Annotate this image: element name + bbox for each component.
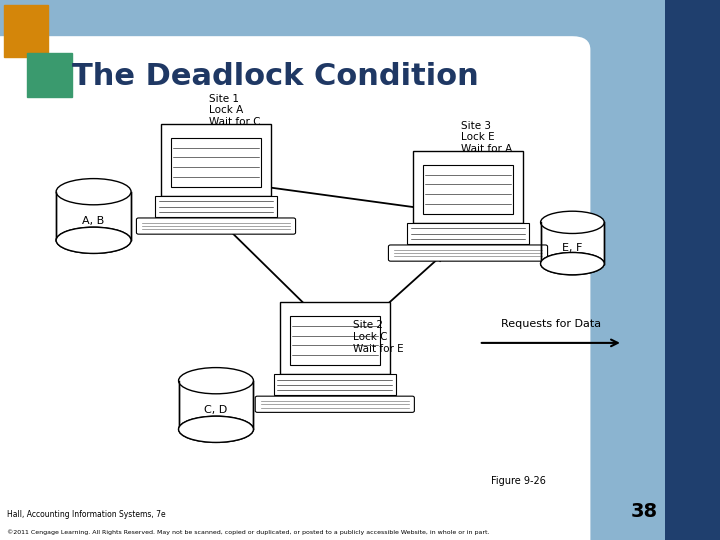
Bar bbox=[279, 302, 390, 374]
Bar bbox=[562, 51, 665, 540]
Ellipse shape bbox=[541, 253, 604, 275]
Bar bbox=[413, 151, 523, 223]
Ellipse shape bbox=[179, 368, 253, 394]
FancyBboxPatch shape bbox=[255, 396, 415, 413]
Ellipse shape bbox=[179, 416, 253, 442]
Text: Site 3
Lock E
Wait for A: Site 3 Lock E Wait for A bbox=[461, 121, 512, 154]
Ellipse shape bbox=[56, 227, 131, 253]
Ellipse shape bbox=[179, 416, 253, 442]
Ellipse shape bbox=[56, 179, 131, 205]
Bar bbox=[665, 0, 720, 540]
FancyBboxPatch shape bbox=[0, 51, 562, 540]
Bar bbox=[4, 5, 48, 57]
FancyBboxPatch shape bbox=[388, 245, 548, 261]
Text: Site 1
Lock A
Wait for C: Site 1 Lock A Wait for C bbox=[209, 94, 261, 127]
Bar bbox=[56, 192, 131, 240]
Bar bbox=[156, 196, 276, 217]
FancyBboxPatch shape bbox=[0, 36, 590, 540]
Bar bbox=[423, 165, 513, 214]
Text: Site 2
Lock C
Wait for E: Site 2 Lock C Wait for E bbox=[353, 321, 403, 354]
Text: Requests for Data: Requests for Data bbox=[500, 319, 601, 329]
Text: ©2011 Cengage Learning. All Rights Reserved. May not be scanned, copied or dupli: ©2011 Cengage Learning. All Rights Reser… bbox=[7, 529, 490, 535]
Ellipse shape bbox=[541, 253, 604, 275]
Bar bbox=[0, 0, 665, 51]
Bar bbox=[541, 222, 604, 264]
Bar bbox=[27, 53, 72, 97]
Bar bbox=[274, 374, 395, 395]
Bar bbox=[408, 223, 528, 244]
Ellipse shape bbox=[56, 227, 131, 253]
Text: A, B: A, B bbox=[83, 217, 104, 226]
Bar bbox=[161, 124, 271, 196]
Text: Figure 9-26: Figure 9-26 bbox=[491, 476, 546, 486]
Text: E, F: E, F bbox=[562, 244, 582, 253]
Bar bbox=[290, 316, 379, 365]
Text: 38: 38 bbox=[631, 502, 658, 521]
Bar bbox=[171, 138, 261, 187]
Text: C, D: C, D bbox=[204, 406, 228, 415]
Ellipse shape bbox=[541, 211, 604, 233]
FancyBboxPatch shape bbox=[136, 218, 296, 234]
Text: Hall, Accounting Information Systems, 7e: Hall, Accounting Information Systems, 7e bbox=[7, 510, 166, 519]
Bar bbox=[179, 381, 253, 429]
Text: The Deadlock Condition: The Deadlock Condition bbox=[72, 62, 479, 91]
